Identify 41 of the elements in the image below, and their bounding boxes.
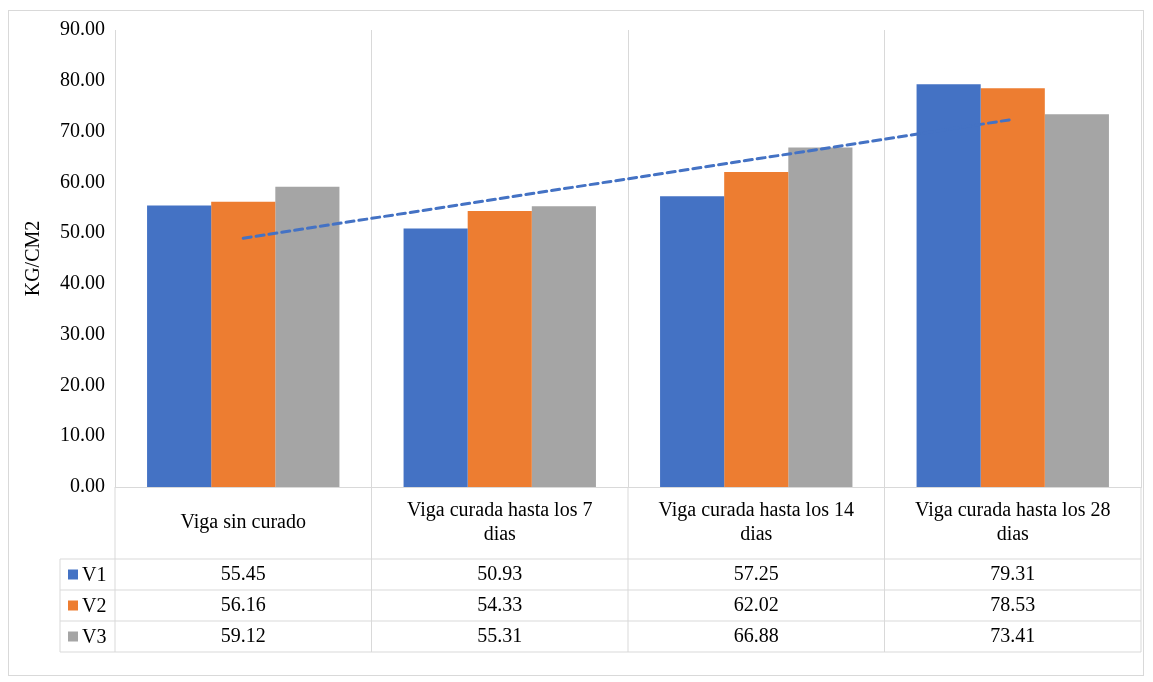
bar <box>660 196 725 487</box>
data-label: 66.88 <box>733 623 779 646</box>
legend-label: V3 <box>82 624 107 647</box>
bar <box>467 211 532 487</box>
y-tick-label: 40.00 <box>60 271 105 294</box>
data-label: 79.31 <box>990 561 1036 584</box>
x-tick-label: Viga curada hasta los 28 dias <box>915 498 1111 545</box>
data-label: 55.31 <box>477 623 523 646</box>
y-tick-label: 70.00 <box>60 118 105 141</box>
data-label: 54.33 <box>477 592 523 615</box>
y-tick-label: 10.00 <box>60 423 105 446</box>
data-label: 50.93 <box>477 561 523 584</box>
bar <box>531 206 596 487</box>
y-tick-label: 80.00 <box>60 68 105 91</box>
bar <box>980 88 1045 487</box>
bar <box>403 228 468 487</box>
data-label: 59.12 <box>220 623 266 646</box>
bar <box>1044 114 1109 487</box>
legend-label: V2 <box>82 593 107 616</box>
data-label: 73.41 <box>990 623 1036 646</box>
bar <box>724 172 789 487</box>
bar <box>275 186 340 487</box>
data-label: 55.45 <box>220 561 266 584</box>
bar <box>211 201 276 487</box>
bar <box>788 147 853 487</box>
x-tick-label: Viga curada hasta los 7 dias <box>407 498 593 545</box>
data-label: 56.16 <box>220 592 266 615</box>
y-tick-label: 0.00 <box>70 474 105 497</box>
y-tick-label: 90.00 <box>60 17 105 40</box>
x-tick-label: Viga curada hasta los 14 dias <box>658 498 854 545</box>
legend-label: V1 <box>82 562 107 585</box>
data-label: 62.02 <box>733 592 779 615</box>
bar <box>147 205 212 487</box>
y-tick-label: 30.00 <box>60 321 105 344</box>
y-axis-title: KG/CM2 <box>21 220 44 297</box>
y-tick-label: 60.00 <box>60 169 105 192</box>
y-tick-label: 50.00 <box>60 220 105 243</box>
data-label: 57.25 <box>733 561 779 584</box>
data-label: 78.53 <box>990 592 1036 615</box>
y-tick-label: 20.00 <box>60 372 105 395</box>
x-tick-label: Viga sin curado <box>180 510 306 534</box>
